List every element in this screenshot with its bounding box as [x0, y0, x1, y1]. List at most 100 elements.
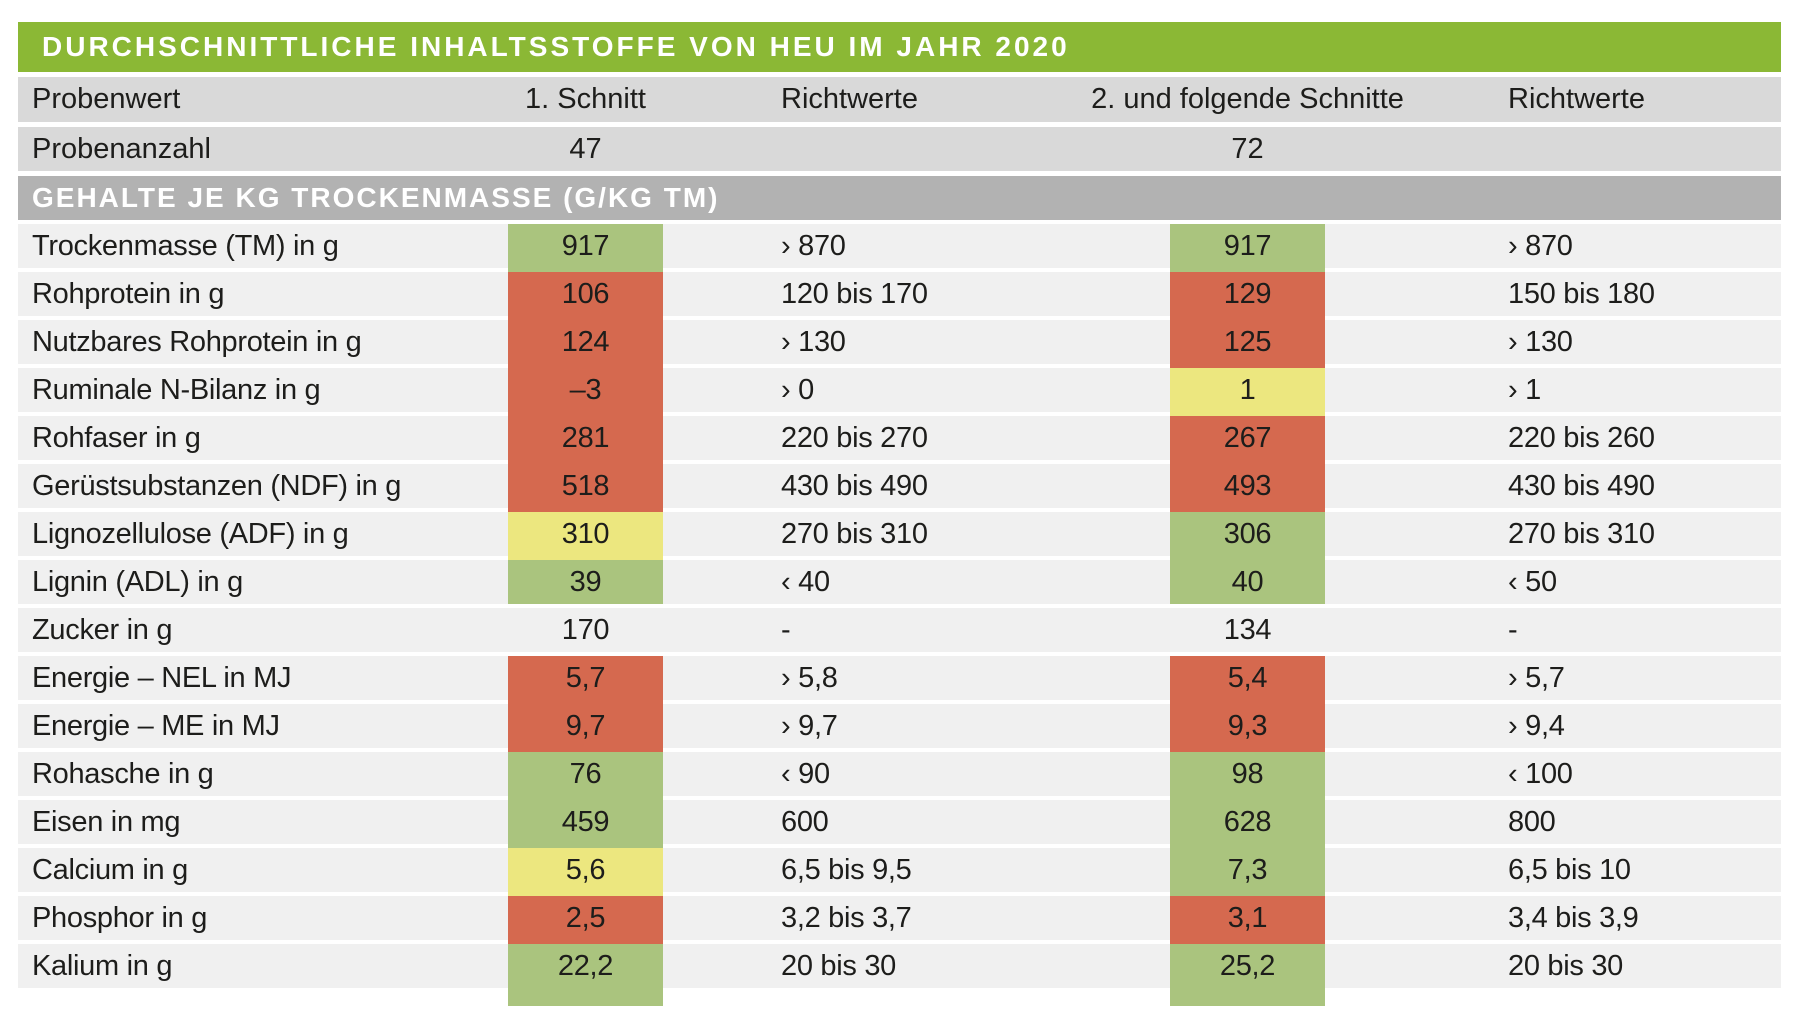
sample-count-cut2: 72 [1231, 132, 1264, 165]
table-row: Nutzbares Rohprotein in g 124 › 130 125 … [18, 320, 1781, 368]
table-row: Trockenmasse (TM) in g 917 › 870 917 › 8… [18, 224, 1781, 272]
value-cell-cut1: 9,7 [508, 704, 663, 752]
richtwert-cut2: - [1508, 613, 1518, 646]
richtwert-cut1: 220 bis 270 [781, 421, 928, 454]
value-cell-cut2: 306 [1170, 512, 1325, 560]
table-title: DURCHSCHNITTLICHE INHALTSSTOFFE VON HEU … [42, 31, 1070, 62]
richtwert-cut1: 430 bis 490 [781, 469, 928, 502]
value-cell-cut2: 7,3 [1170, 848, 1325, 896]
richtwert-cut2: 800 [1508, 805, 1556, 838]
table-row: Lignin (ADL) in g 39 ‹ 40 40 ‹ 50 [18, 560, 1781, 604]
value-cell-cut2: 125 [1170, 320, 1325, 368]
richtwert-cut2: ‹ 50 [1508, 565, 1557, 598]
value-cell-cut1: 5,6 [508, 848, 663, 896]
value-cell-cut1: 39 [508, 560, 663, 604]
row-label: Ruminale N-Bilanz in g [32, 373, 321, 406]
value-cell-cut1: 459 [508, 800, 663, 848]
table-row: Energie – ME in MJ 9,7 › 9,7 9,3 › 9,4 [18, 704, 1781, 752]
richtwert-cut2: 6,5 bis 10 [1508, 853, 1631, 886]
value-cell-cut2: 1 [1170, 368, 1325, 416]
richtwert-cut1: ‹ 90 [781, 757, 830, 790]
value-cell-cut2: 3,1 [1170, 896, 1325, 944]
richtwert-cut2: ‹ 100 [1508, 757, 1573, 790]
richtwert-cut1: 270 bis 310 [781, 517, 928, 550]
richtwert-cut2: › 9,4 [1508, 709, 1565, 742]
value-cell-cut2: 267 [1170, 416, 1325, 464]
row-label: Rohfaser in g [32, 421, 201, 454]
richtwert-cut1: 6,5 bis 9,5 [781, 853, 912, 886]
row-label: Rohasche in g [32, 757, 214, 790]
value-cell-cut1: –3 [508, 368, 663, 416]
richtwert-cut2: 270 bis 310 [1508, 517, 1655, 550]
column-color-stub-row [18, 992, 1781, 1006]
table-row: Energie – NEL in MJ 5,7 › 5,8 5,4 › 5,7 [18, 656, 1781, 704]
table-row: Ruminale N-Bilanz in g –3 › 0 1 › 1 [18, 368, 1781, 416]
sample-count-guide2-empty [1325, 127, 1781, 171]
table-row: Kalium in g 22,2 20 bis 30 25,2 20 bis 3… [18, 944, 1781, 992]
value-cell-cut2: 98 [1170, 752, 1325, 800]
table-row: Lignozellulose (ADF) in g 310 270 bis 31… [18, 512, 1781, 560]
row-label: Lignin (ADL) in g [32, 565, 243, 598]
value-cell-cut1: 106 [508, 272, 663, 320]
richtwert-cut1: › 130 [781, 325, 846, 358]
value-cell-cut2: 9,3 [1170, 704, 1325, 752]
row-label: Energie – NEL in MJ [32, 661, 292, 694]
row-label: Gerüstsubstanzen (NDF) in g [32, 469, 402, 502]
sample-count-cut1: 47 [569, 132, 602, 165]
data-rows: Trockenmasse (TM) in g 917 › 870 917 › 8… [18, 224, 1781, 992]
table-row: Rohprotein in g 106 120 bis 170 129 150 … [18, 272, 1781, 320]
richtwert-cut1: › 0 [781, 373, 814, 406]
richtwert-cut2: › 870 [1508, 229, 1573, 262]
richtwert-cut1: 120 bis 170 [781, 277, 928, 310]
sample-count-guide1-empty [663, 127, 1170, 171]
row-label: Nutzbares Rohprotein in g [32, 325, 362, 358]
section-header: GEHALTE JE KG TROCKENMASSE (G/KG TM) [32, 182, 720, 213]
row-label: Lignozellulose (ADF) in g [32, 517, 349, 550]
richtwert-cut1: - [781, 613, 791, 646]
value-cell-cut1: 22,2 [508, 944, 663, 992]
richtwert-cut2: 430 bis 490 [1508, 469, 1655, 502]
table-row: Phosphor in g 2,5 3,2 bis 3,7 3,1 3,4 bi… [18, 896, 1781, 944]
value-cell-cut1: 281 [508, 416, 663, 464]
value-cell-cut2: 40 [1170, 560, 1325, 604]
column-color-stub-cut1 [508, 992, 663, 1006]
column-header-probenwert: Probenwert [32, 83, 181, 115]
column-header-richtwerte1: Richtwerte [781, 83, 918, 115]
column-header-schnitt1: 1. Schnitt [525, 83, 646, 115]
value-cell-cut1: 310 [508, 512, 663, 560]
value-cell-cut1: 76 [508, 752, 663, 800]
value-cell-cut2: 25,2 [1170, 944, 1325, 992]
value-cell-cut1: 917 [508, 224, 663, 272]
richtwert-cut1: › 870 [781, 229, 846, 262]
row-label: Kalium in g [32, 949, 173, 982]
row-label: Energie – ME in MJ [32, 709, 280, 742]
column-header-schnitt2: 2. und folgende Schnitte [1091, 83, 1404, 115]
stub-spacer [663, 992, 1170, 1006]
value-cell-cut2: 5,4 [1170, 656, 1325, 704]
table-row: Eisen in mg 459 600 628 800 [18, 800, 1781, 848]
column-header-richtwerte2: Richtwerte [1508, 83, 1645, 115]
table-row: Rohfaser in g 281 220 bis 270 267 220 bi… [18, 416, 1781, 464]
richtwert-cut2: 3,4 bis 3,9 [1508, 901, 1639, 934]
value-cell-cut2: 493 [1170, 464, 1325, 512]
richtwert-cut1: 3,2 bis 3,7 [781, 901, 912, 934]
row-label: Phosphor in g [32, 901, 208, 934]
value-cell-cut2: 134 [1223, 613, 1272, 646]
value-cell-cut1: 518 [508, 464, 663, 512]
richtwert-cut1: ‹ 40 [781, 565, 830, 598]
sample-count-label: Probenanzahl [32, 132, 211, 165]
richtwert-cut2: 20 bis 30 [1508, 949, 1623, 982]
value-cell-cut1: 124 [508, 320, 663, 368]
section-header-bar: GEHALTE JE KG TROCKENMASSE (G/KG TM) [18, 176, 1781, 220]
row-label: Calcium in g [32, 853, 188, 886]
hay-nutrients-table: DURCHSCHNITTLICHE INHALTSSTOFFE VON HEU … [18, 22, 1781, 1006]
stub-spacer [1325, 992, 1781, 1006]
row-label: Trockenmasse (TM) in g [32, 229, 339, 262]
row-label: Rohprotein in g [32, 277, 225, 310]
richtwert-cut2: › 130 [1508, 325, 1573, 358]
table-row: Calcium in g 5,6 6,5 bis 9,5 7,3 6,5 bis… [18, 848, 1781, 896]
value-cell-cut2: 628 [1170, 800, 1325, 848]
stub-spacer [18, 992, 508, 1006]
richtwert-cut2: › 1 [1508, 373, 1541, 406]
column-header-row: Probenwert 1. Schnitt Richtwerte 2. und … [18, 77, 1781, 122]
